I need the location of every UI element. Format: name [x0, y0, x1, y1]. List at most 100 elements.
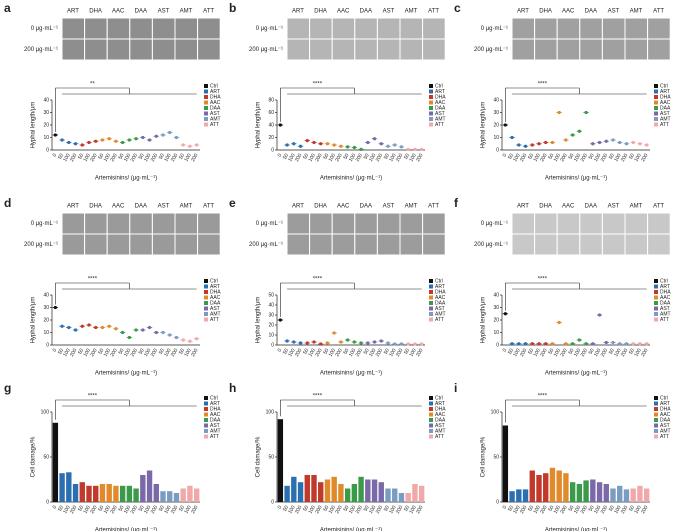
x-tick-label: 200: [519, 347, 528, 357]
dot: [60, 138, 64, 142]
legend-label: ATT: [210, 122, 219, 128]
panel-label: g: [4, 381, 11, 395]
x-tick-label: 50: [403, 152, 411, 160]
y-tick-label: 0: [46, 342, 49, 348]
micrograph: [624, 212, 649, 235]
legend-swatch: [654, 295, 658, 300]
bar: [502, 425, 509, 502]
legend-label: AAC: [660, 100, 671, 106]
x-tick-label: 200: [130, 504, 139, 514]
y-axis-label: Hyphal length/μm: [256, 102, 262, 149]
micrograph: [601, 233, 626, 256]
micrograph: [376, 212, 401, 235]
x-axis-label: Artemisinins/ (μg·mL⁻¹): [545, 528, 607, 531]
legend-label: ATT: [210, 434, 219, 440]
x-tick-label: 100: [328, 347, 337, 357]
micrograph: [197, 17, 221, 40]
dot: [530, 342, 534, 346]
x-tick-label: 100: [328, 152, 337, 162]
bar: [318, 482, 324, 502]
dot: [557, 110, 561, 115]
legend-swatch: [429, 306, 433, 311]
micrograph: [399, 17, 424, 40]
micrograph: [129, 38, 153, 61]
legend-label: AAC: [660, 295, 671, 301]
legend-swatch: [204, 429, 208, 433]
dot: [325, 142, 330, 146]
micrograph: [354, 17, 378, 40]
dot: [161, 133, 165, 137]
x-tick-label: 200: [375, 152, 384, 162]
dot: [557, 320, 561, 325]
legend-swatch: [654, 396, 658, 400]
x-tick-label: 200: [620, 152, 629, 162]
dot: [523, 144, 528, 148]
x-tick-label: 100: [553, 504, 562, 514]
micrograph: [151, 38, 176, 61]
legend-swatch: [654, 100, 658, 105]
legend-swatch: [204, 434, 208, 439]
image-row-label: 200 μg·mL⁻¹: [474, 47, 508, 53]
x-tick-label: 50: [302, 152, 310, 160]
y-tick-label: 40: [43, 97, 49, 103]
micrograph: [106, 212, 131, 235]
y-tick-label: 40: [268, 122, 274, 128]
micrograph: [106, 233, 131, 256]
bar: [193, 488, 200, 502]
legend-swatch: [429, 279, 433, 283]
bar: [173, 493, 180, 502]
micrograph: [129, 212, 153, 235]
y-tick-label: 20: [43, 317, 49, 323]
x-tick-label: 200: [355, 347, 364, 357]
dot: [339, 144, 343, 148]
image-column-label: AAC: [112, 9, 125, 15]
micrograph: [511, 38, 536, 61]
x-tick-label: 50: [527, 504, 535, 512]
significance: ****: [538, 394, 548, 400]
bar: [398, 493, 405, 502]
x-tick-label: 0: [52, 347, 59, 353]
x-tick-label: 100: [123, 504, 132, 514]
dot: [638, 342, 642, 346]
significance: **: [90, 82, 95, 88]
image-row-label: 0 μg·mL⁻¹: [481, 221, 508, 227]
legend-label: AST: [435, 111, 445, 117]
bar: [311, 475, 317, 502]
x-tick-label: 200: [89, 152, 98, 162]
y-tick-label: 50: [268, 454, 274, 460]
x-tick-label: 50: [363, 152, 371, 160]
x-tick-label: 200: [559, 504, 568, 514]
x-tick-label: 50: [302, 347, 310, 355]
micrograph: [309, 212, 333, 235]
x-tick-label: 100: [287, 347, 296, 357]
y-axis-label: Hyphal length/μm: [31, 102, 37, 149]
x-tick-label: 200: [640, 504, 649, 514]
image-column-label: ATT: [653, 9, 664, 15]
y-tick-label: 80: [268, 97, 274, 103]
dot: [100, 325, 105, 330]
y-tick-label: 0: [271, 342, 274, 348]
micrograph: [84, 212, 108, 235]
significance: ****: [538, 82, 548, 88]
micrograph: [129, 17, 153, 40]
micrograph: [331, 17, 356, 40]
image-row-label: 200 μg·mL⁻¹: [249, 47, 283, 53]
legend-label: DHA: [210, 289, 221, 295]
legend-swatch: [654, 89, 658, 94]
legend-swatch: [429, 317, 433, 322]
micrograph: [129, 233, 153, 256]
x-tick-label: 100: [143, 152, 152, 162]
dot: [121, 330, 125, 335]
dot: [278, 123, 282, 127]
legend-swatch: [429, 396, 433, 400]
legend-swatch: [429, 106, 433, 110]
micrograph: [399, 212, 424, 235]
dot: [346, 338, 350, 342]
dot: [312, 340, 316, 344]
dot: [114, 139, 118, 143]
image-column-label: DAA: [135, 204, 147, 210]
micrograph: [376, 17, 401, 40]
x-axis-label: Artemisinins/ (μg·mL⁻¹): [320, 528, 382, 531]
legend-swatch: [204, 284, 208, 289]
image-column-label: DAA: [585, 204, 597, 210]
